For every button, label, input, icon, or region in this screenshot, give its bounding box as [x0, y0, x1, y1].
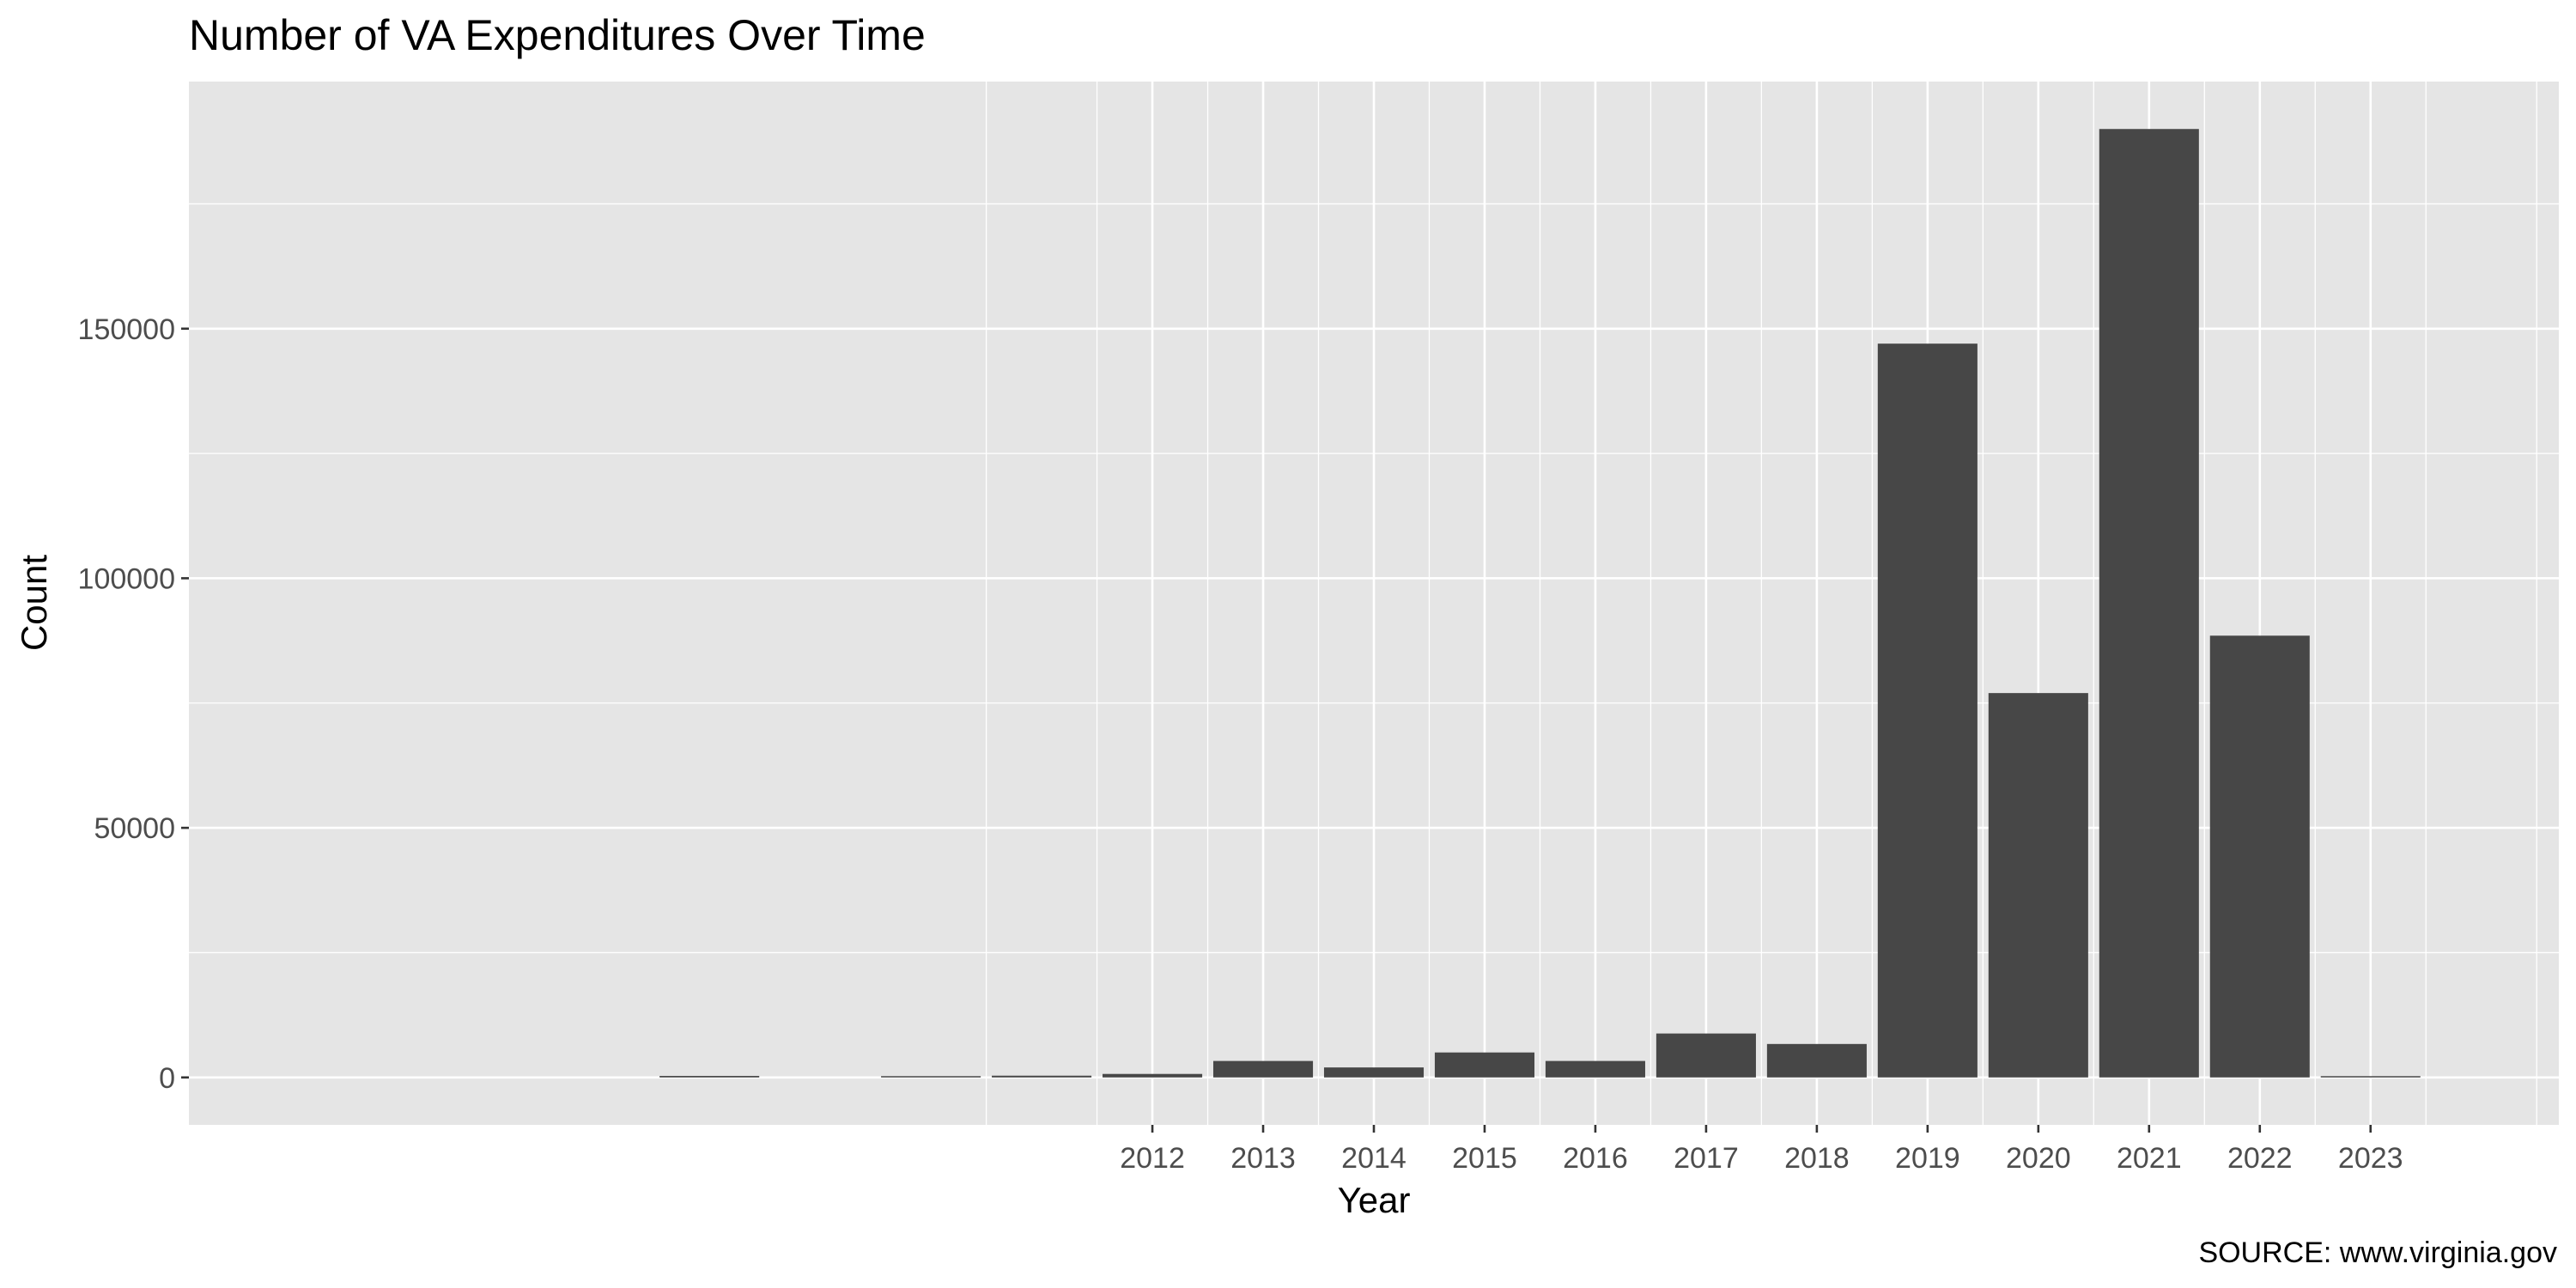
- bar: [2320, 1076, 2421, 1078]
- chart-title: Number of VA Expenditures Over Time: [189, 11, 926, 59]
- bar: [1434, 1052, 1535, 1078]
- x-tick-label: 2014: [1341, 1142, 1406, 1175]
- y-tick-label: 50000: [94, 812, 175, 845]
- y-axis: 0 50000 100000 150000: [78, 313, 189, 1095]
- bar: [2209, 635, 2310, 1078]
- x-axis: 2012 2013 2014 2015 2016 2017 2018 2019 2020 2021…: [1120, 1125, 2403, 1175]
- bar: [992, 1075, 1092, 1078]
- y-tick-label: 100000: [78, 562, 175, 595]
- x-tick-label: 2017: [1674, 1142, 1739, 1175]
- x-axis-title: Year: [1338, 1180, 1411, 1220]
- bar: [1323, 1067, 1425, 1078]
- x-tick-label: 2018: [1784, 1142, 1850, 1175]
- bar: [881, 1076, 981, 1078]
- y-tick-label: 0: [159, 1062, 175, 1095]
- bar: [1656, 1033, 1756, 1078]
- source-caption: SOURCE: www.virginia.gov: [2198, 1236, 2557, 1269]
- bar: [1103, 1073, 1203, 1078]
- bar: [659, 1076, 760, 1078]
- x-tick-label: 2023: [2338, 1142, 2403, 1175]
- bar: [2099, 129, 2199, 1078]
- x-tick-label: 2016: [1563, 1142, 1628, 1175]
- y-axis-title: Count: [14, 555, 54, 651]
- bar: [1988, 693, 2088, 1078]
- bar: [1212, 1060, 1314, 1078]
- bar: [1766, 1043, 1867, 1078]
- x-tick-label: 2022: [2227, 1142, 2293, 1175]
- bars: [659, 129, 2421, 1078]
- bar: [1877, 343, 1978, 1078]
- x-tick-label: 2015: [1452, 1142, 1517, 1175]
- y-tick-label: 150000: [78, 313, 175, 346]
- x-tick-label: 2019: [1895, 1142, 1960, 1175]
- x-tick-label: 2013: [1230, 1142, 1296, 1175]
- x-tick-label: 2021: [2117, 1142, 2182, 1175]
- bar: [1545, 1060, 1645, 1078]
- x-tick-label: 2012: [1120, 1142, 1185, 1175]
- x-tick-label: 2020: [2006, 1142, 2071, 1175]
